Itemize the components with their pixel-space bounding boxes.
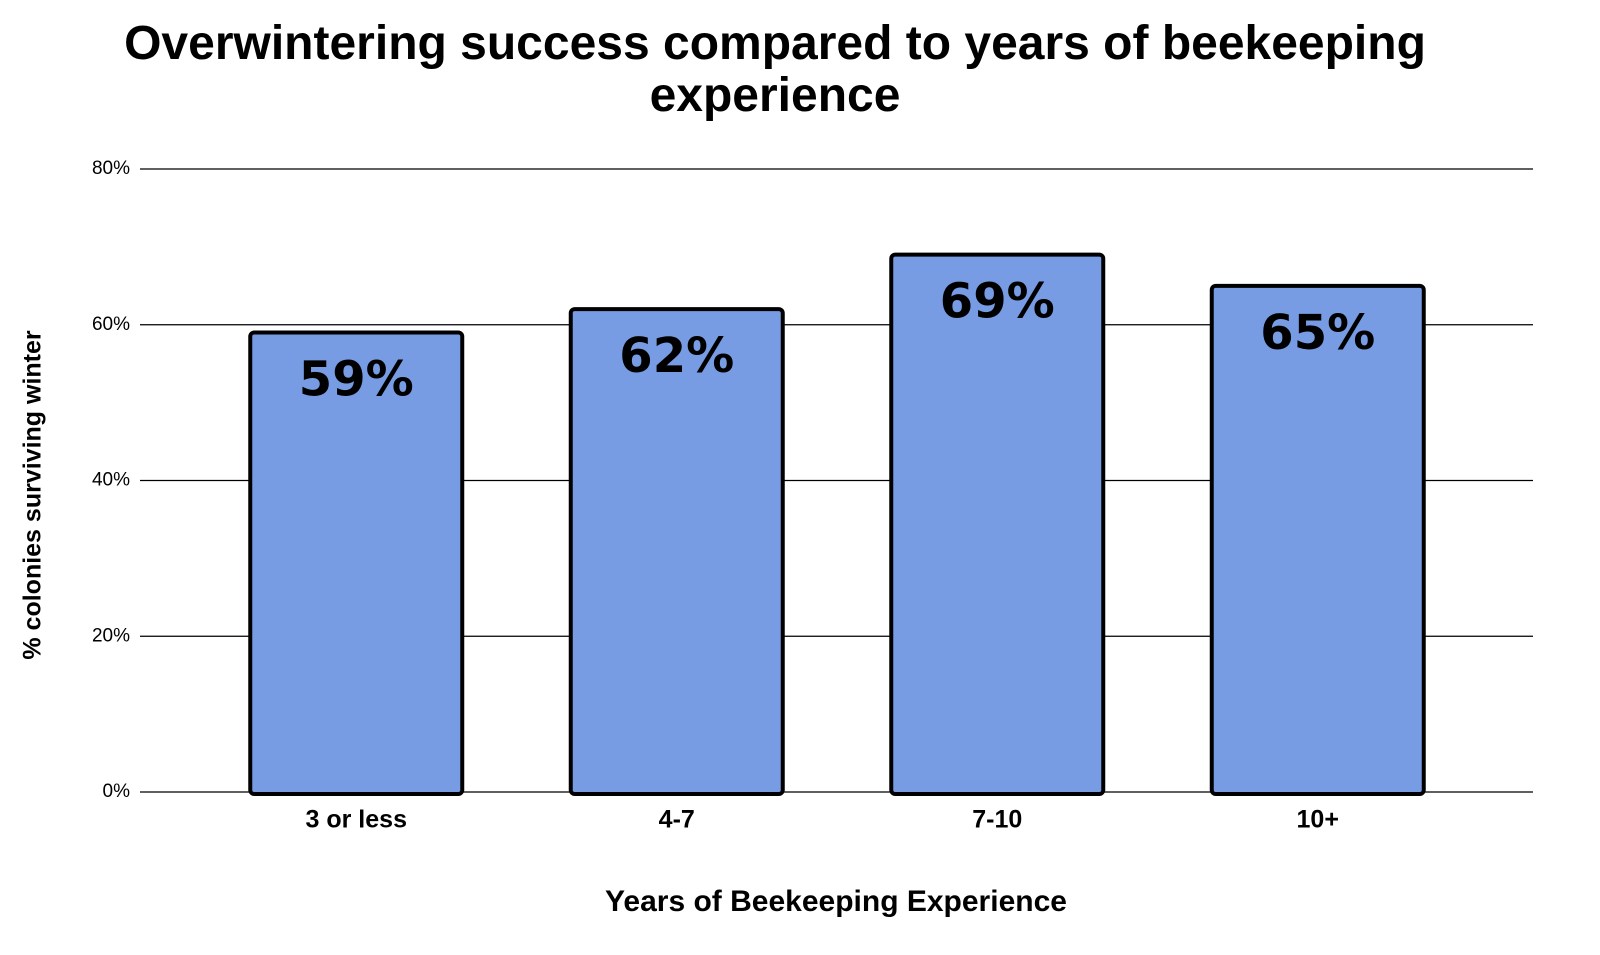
y-tick-label: 60%: [92, 314, 130, 335]
x-axis-title: Years of Beekeeping Experience: [605, 885, 1067, 918]
y-tick-label: 20%: [92, 625, 130, 646]
y-axis-title: % colonies surviving winter: [19, 330, 47, 660]
x-tick-label: 3 or less: [306, 806, 407, 834]
value-label: 62%: [619, 328, 734, 384]
value-label: 59%: [299, 352, 414, 408]
y-tick-label: 40%: [92, 470, 130, 491]
value-label: 69%: [940, 274, 1055, 330]
bar: [889, 252, 1106, 797]
chart-title: Overwintering success compared to years …: [124, 17, 1426, 122]
bar: [568, 307, 785, 796]
bar: [1209, 283, 1426, 796]
x-tick-label: 10+: [1297, 806, 1339, 834]
y-tick-label: 0%: [103, 781, 131, 802]
value-label: 65%: [1260, 305, 1375, 361]
x-tick-label: 7-10: [972, 806, 1022, 834]
bar: [248, 330, 465, 796]
y-tick-label: 80%: [92, 158, 130, 179]
x-tick-label: 4-7: [659, 806, 695, 834]
